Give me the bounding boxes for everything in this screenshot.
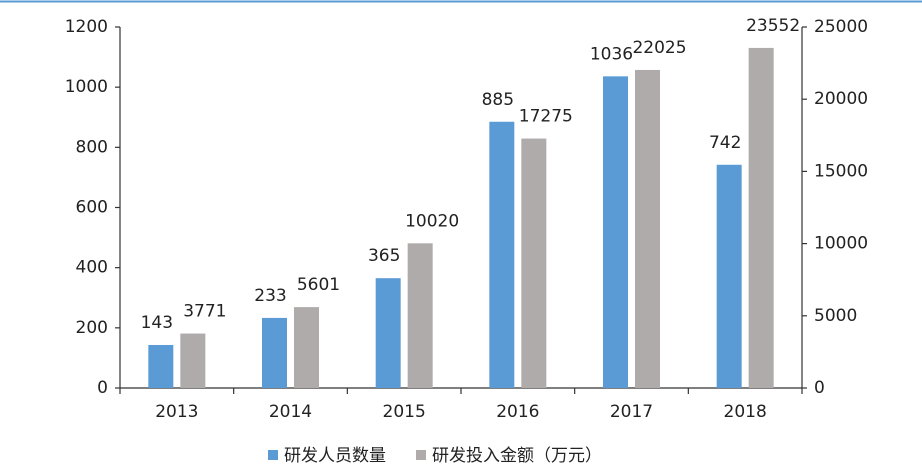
legend-label: 研发人员数量 [284,446,386,466]
x-tick-label: 2015 [383,402,426,422]
bar [489,121,515,388]
bar [716,164,742,388]
data-label: 885 [482,90,514,110]
bar [603,76,628,388]
y-tick-label: 0 [97,378,108,398]
y2-tick-label: 0 [814,378,825,398]
data-label: 22025 [632,38,686,58]
y2-tick-label: 25000 [814,17,868,37]
data-label: 233 [254,286,286,306]
bar [294,307,319,388]
data-label: 17275 [519,107,573,127]
y-tick-label: 1000 [65,77,108,97]
data-label: 742 [709,133,741,153]
y-tick-label: 400 [76,258,108,278]
x-tick-label: 2018 [724,402,767,422]
bar [375,278,401,388]
bar [521,138,547,388]
data-label: 1036 [590,44,633,64]
bar [407,243,433,388]
data-label: 10020 [405,211,459,231]
legend-swatch [268,450,278,460]
x-tick-label: 2013 [155,402,198,422]
x-tick-label: 2017 [610,402,653,422]
y2-tick-label: 10000 [814,234,868,254]
data-label: 3771 [183,302,226,322]
y2-tick-label: 20000 [814,89,868,109]
bar [180,333,206,388]
legend-swatch [416,450,426,460]
y2-tick-label: 5000 [814,306,857,326]
x-tick-label: 2014 [269,402,312,422]
data-label: 143 [141,313,173,333]
y-tick-label: 1200 [65,17,108,37]
y2-tick-label: 15000 [814,161,868,181]
bar [262,317,287,388]
bar [635,69,660,389]
y-tick-label: 600 [76,198,108,218]
data-label: 23552 [746,16,800,36]
bar [748,47,774,388]
bar [148,344,174,388]
data-label: 365 [368,246,400,266]
y-tick-label: 200 [76,318,108,338]
y-tick-label: 800 [76,137,108,157]
legend-label: 研发投入金额（万元） [432,446,602,466]
x-tick-label: 2016 [496,402,539,422]
data-label: 5601 [297,275,340,295]
